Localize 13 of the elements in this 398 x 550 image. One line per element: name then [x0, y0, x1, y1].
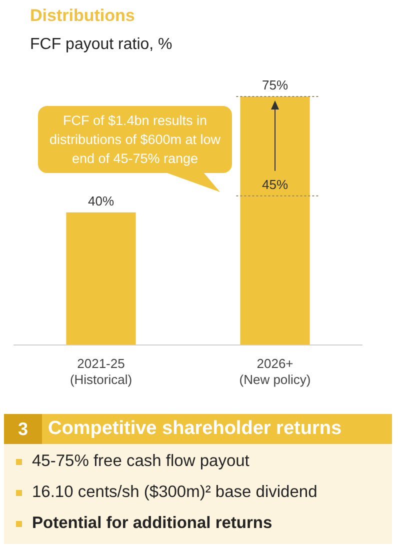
- x-tick-label: 2026+ (New policy): [239, 356, 311, 387]
- ref-line-label: 45%: [262, 176, 288, 192]
- annotation: FCF of $1.4bn results in distributions of $600m at low end of 45-75% range: [38, 106, 232, 173]
- text: Potential for additional returns: [31, 514, 272, 533]
- text: Competitive shareholder returns: [48, 417, 342, 441]
- x-tick-label: 2021-25 (Historical): [70, 356, 132, 387]
- data-label: 40%: [88, 193, 114, 208]
- data-label: 75%: [262, 78, 288, 93]
- text: 3: [4, 414, 42, 444]
- chart-title: Distributions: [30, 6, 135, 26]
- chart-subtitle: FCF payout ratio, %: [30, 36, 172, 54]
- text: 16.10 cents/sh ($300m)² base dividend: [31, 483, 318, 502]
- text: 45-75% free cash flow payout: [31, 452, 250, 471]
